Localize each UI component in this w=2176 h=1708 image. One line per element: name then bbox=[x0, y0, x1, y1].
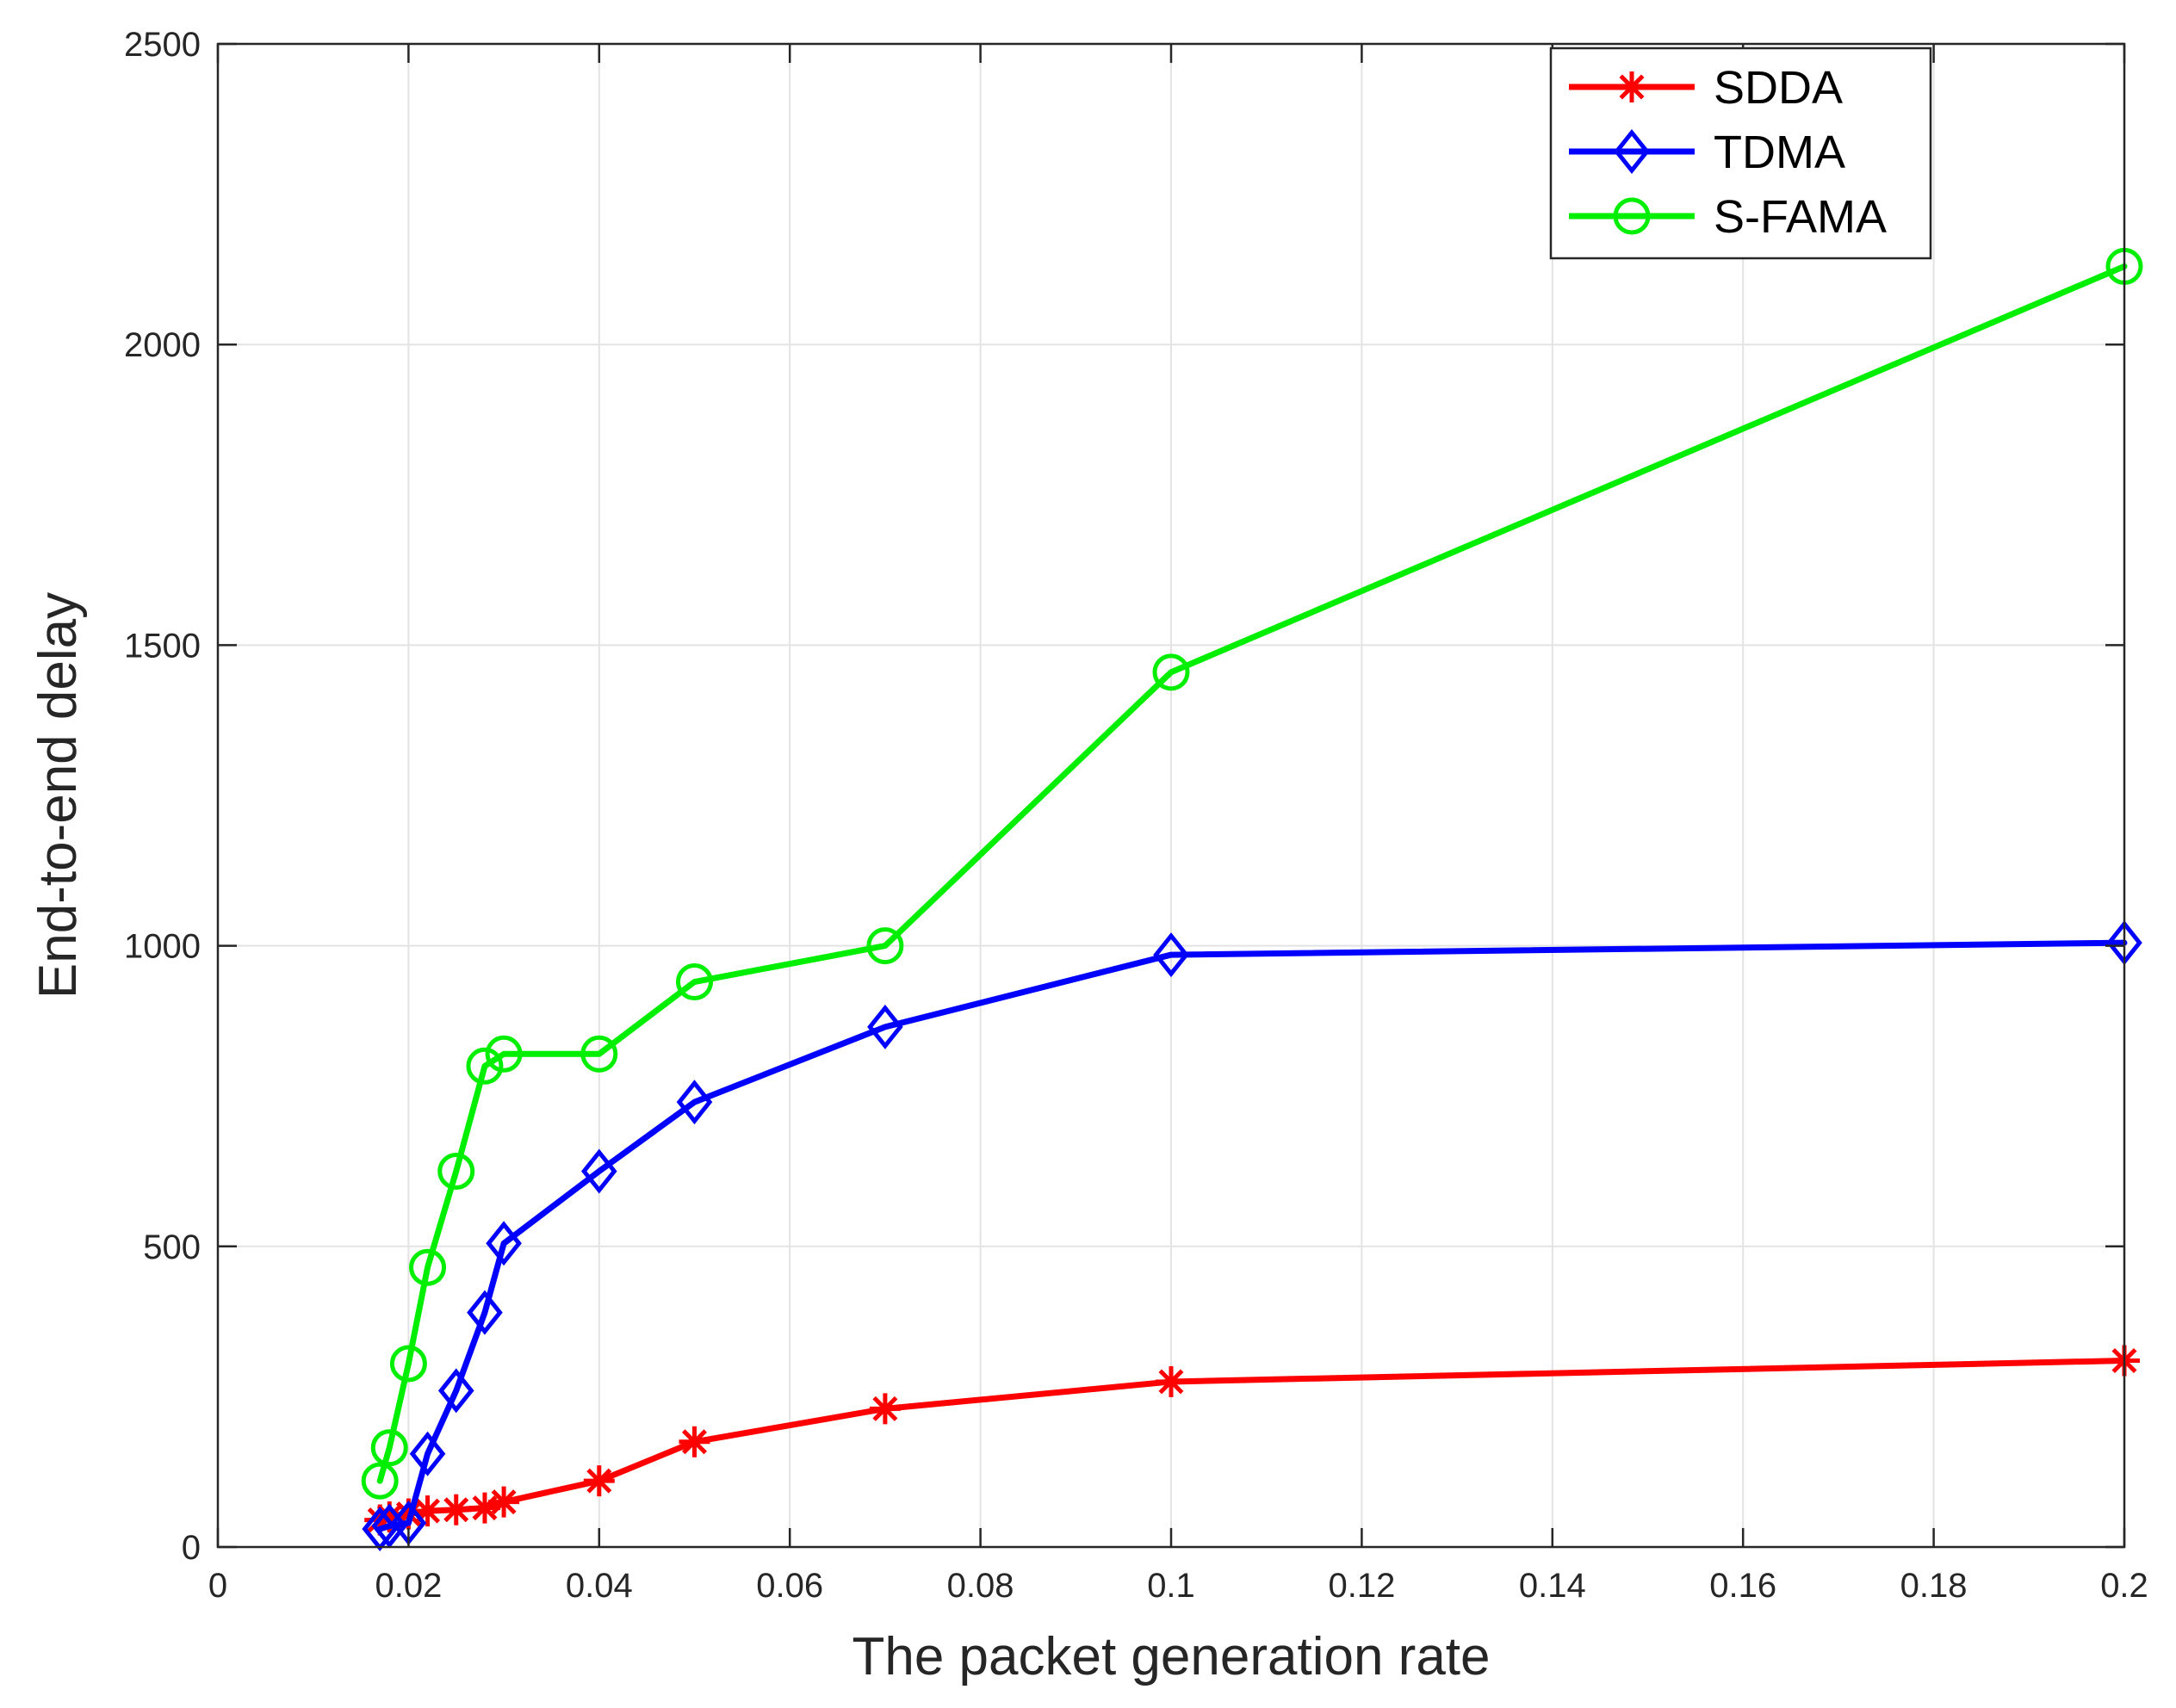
y-tick-label: 0 bbox=[182, 1529, 201, 1567]
data-point bbox=[676, 1080, 713, 1125]
x-tick-label: 0.1 bbox=[1147, 1567, 1195, 1605]
legend-label: SDDA bbox=[1714, 62, 1843, 114]
x-tick-label: 0.14 bbox=[1519, 1567, 1586, 1605]
x-tick-label: 0.18 bbox=[1900, 1567, 1968, 1605]
data-point bbox=[1153, 932, 1189, 978]
data-point bbox=[486, 1221, 522, 1266]
x-axis-label: The packet generation rate bbox=[852, 1627, 1490, 1686]
data-point bbox=[869, 1393, 901, 1425]
data-point bbox=[1152, 653, 1190, 691]
x-tick-label: 0.2 bbox=[2100, 1567, 2148, 1605]
data-point bbox=[866, 927, 904, 965]
data-point bbox=[409, 1248, 447, 1286]
data-point bbox=[466, 1047, 504, 1085]
legend-item-s-fama: S-FAMA bbox=[1569, 191, 1887, 243]
y-tick-label: 1000 bbox=[124, 928, 201, 966]
axis-ticks bbox=[216, 42, 2126, 1549]
legend-marker bbox=[1616, 71, 1647, 102]
data-point bbox=[371, 1503, 408, 1549]
legend: SDDA TDMA S-FAMA bbox=[1549, 46, 1932, 260]
data-point bbox=[1156, 1365, 1187, 1397]
data-point bbox=[488, 1486, 520, 1518]
data-point bbox=[867, 1004, 903, 1049]
x-tick-label: 0.16 bbox=[1709, 1567, 1776, 1605]
data-point bbox=[679, 1426, 710, 1457]
y-tick-labels: 0 500 1000 1500 2000 2500 bbox=[124, 26, 201, 1567]
x-tick-label: 0.08 bbox=[947, 1567, 1014, 1605]
x-tick-label: 0.12 bbox=[1328, 1567, 1395, 1605]
data-point bbox=[370, 1429, 408, 1467]
legend-label: S-FAMA bbox=[1714, 191, 1887, 243]
data-point bbox=[437, 1153, 475, 1190]
x-tick-label: 0.06 bbox=[756, 1567, 823, 1605]
legend-item-sdda: SDDA bbox=[1569, 62, 1843, 114]
y-tick-label: 1500 bbox=[124, 627, 201, 665]
legend-marker bbox=[1613, 197, 1651, 235]
x-tick-label: 0 bbox=[208, 1567, 227, 1605]
legend-item-tdma: TDMA bbox=[1569, 127, 1845, 178]
y-tick-label: 500 bbox=[143, 1228, 201, 1266]
data-point bbox=[583, 1465, 615, 1497]
legend-label: TDMA bbox=[1714, 127, 1845, 178]
data-point bbox=[467, 1290, 503, 1335]
x-tick-labels: 0 0.02 0.04 0.06 0.08 0.1 0.12 0.14 0.16 0.18 0.2 bbox=[208, 1567, 2148, 1605]
y-tick-label: 2000 bbox=[124, 326, 201, 364]
data-point bbox=[389, 1345, 427, 1383]
data-point bbox=[361, 1462, 399, 1500]
series-layer bbox=[361, 247, 2143, 1552]
data-point bbox=[409, 1431, 446, 1476]
y-tick-label: 2500 bbox=[124, 26, 201, 64]
data-point bbox=[437, 1368, 474, 1414]
legend-marker bbox=[1614, 128, 1650, 175]
data-point bbox=[580, 1148, 617, 1194]
data-point bbox=[440, 1494, 472, 1525]
x-tick-label: 0.04 bbox=[566, 1567, 633, 1605]
y-axis-label: End-to-end delay bbox=[28, 592, 88, 999]
x-tick-label: 0.02 bbox=[375, 1567, 442, 1605]
data-point bbox=[485, 1035, 523, 1073]
data-point bbox=[676, 963, 713, 1001]
data-point bbox=[580, 1035, 618, 1073]
series-tdma bbox=[362, 920, 2142, 1552]
